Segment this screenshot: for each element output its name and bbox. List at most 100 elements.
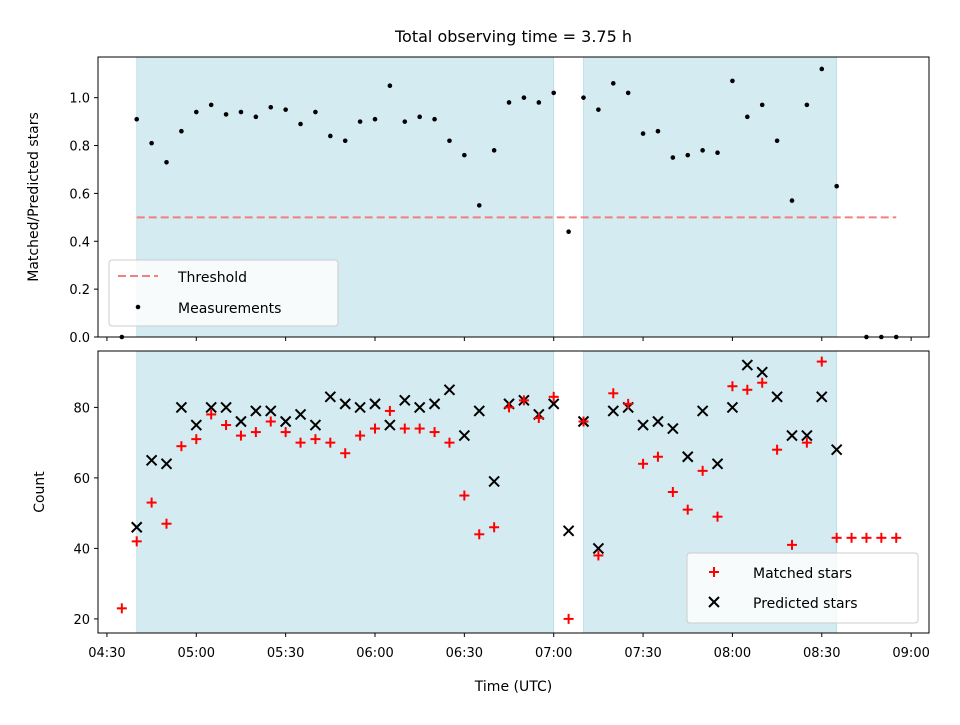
matched-star-marker xyxy=(265,416,276,427)
measurement-point xyxy=(566,229,571,235)
matched-star-marker xyxy=(712,511,723,522)
measurement-point xyxy=(819,66,825,72)
matched-star-marker xyxy=(652,451,663,462)
predicted-star-marker xyxy=(756,366,768,378)
measurement-point xyxy=(357,119,363,124)
measurement-point xyxy=(774,138,780,144)
measurement-point xyxy=(596,107,601,112)
bottom-legend-predicted-label: Predicted stars xyxy=(753,596,858,612)
measurement-point xyxy=(253,114,259,120)
matched-star-marker xyxy=(593,550,604,561)
matched-star-marker xyxy=(742,384,753,395)
measurement-point xyxy=(283,107,288,112)
y-tick-label: 60 xyxy=(73,472,90,487)
measurement-point xyxy=(372,116,378,122)
measurement-point xyxy=(640,131,646,136)
predicted-star-marker xyxy=(279,415,292,428)
measurement-point xyxy=(298,121,303,127)
predicted-star-marker xyxy=(801,429,813,442)
measurement-point xyxy=(730,78,735,84)
measurement-point xyxy=(581,95,586,100)
predicted-star-marker xyxy=(250,405,262,417)
matched-star-marker xyxy=(325,437,336,448)
measurement-point xyxy=(745,114,750,120)
matched-star-marker xyxy=(384,405,395,416)
y-tick-label: 0.4 xyxy=(69,235,90,250)
bottom-axes-frame xyxy=(97,350,930,634)
matched-star-marker xyxy=(578,416,589,427)
predicted-star-marker xyxy=(428,398,441,410)
measurement-point xyxy=(417,114,422,120)
measurement-point xyxy=(193,109,199,115)
bottom-legend-box xyxy=(686,552,919,624)
matched-star-marker xyxy=(280,427,291,438)
matched-star-marker xyxy=(131,536,142,547)
top-legend-measurements-swatch xyxy=(135,304,141,310)
matched-star-marker xyxy=(876,532,887,543)
top-y-ticks: 0.0 0.2 0.4 0.6 0.8 1.0 xyxy=(69,92,98,346)
measurement-point xyxy=(536,100,542,105)
bottom-legend-predicted-swatch xyxy=(708,596,720,608)
top-x-ticks xyxy=(106,337,912,341)
matched-star-marker xyxy=(697,465,708,476)
predicted-star-marker xyxy=(190,419,202,431)
predicted-star-marker xyxy=(458,429,471,442)
top-legend-box xyxy=(108,259,339,327)
x-tick-label: 05:00 xyxy=(178,646,215,661)
matched-star-marker xyxy=(727,381,738,392)
x-tick-label: 06:00 xyxy=(356,646,393,661)
measurement-point xyxy=(342,138,348,144)
matched-star-marker xyxy=(786,539,797,550)
predicted-star-marker xyxy=(548,398,560,410)
predicted-star-marker xyxy=(369,398,381,410)
measurement-point xyxy=(759,102,765,108)
x-tick-label: 04:30 xyxy=(88,646,125,661)
observing-window-shading-bottom xyxy=(136,350,838,634)
matched-star-marker xyxy=(146,497,157,508)
y-tick-label: 0.8 xyxy=(69,140,90,155)
predicted-star-marker xyxy=(294,408,307,421)
measurement-point xyxy=(655,128,661,134)
predicted-star-marker xyxy=(205,401,217,414)
matched-star-marker xyxy=(355,430,366,441)
predicted-star-marker xyxy=(160,458,173,470)
top-axes-frame xyxy=(97,56,930,338)
bottom-x-ticks: 04:30 05:00 05:30 06:00 06:30 07:00 07:30 08:00… xyxy=(88,633,930,661)
measurement-point xyxy=(789,198,795,203)
matched-star-marker xyxy=(518,395,529,406)
y-tick-label: 20 xyxy=(73,613,90,628)
predicted-star-marker xyxy=(652,415,664,428)
measurement-point xyxy=(447,138,452,144)
predicted-star-marker xyxy=(443,384,456,396)
predicted-star-marker xyxy=(413,401,426,414)
x-tick-label: 09:00 xyxy=(892,646,929,661)
matched-star-marker xyxy=(623,398,634,409)
matched-star-marker xyxy=(206,409,217,420)
matched-star-marker xyxy=(399,423,410,434)
matched-star-marker xyxy=(533,412,544,423)
matched-star-marker xyxy=(116,603,127,614)
predicted-star-marker xyxy=(131,521,143,533)
matched-star-marker xyxy=(801,437,812,448)
bottom-y-ticks: 20 40 60 80 xyxy=(73,401,98,628)
measurement-point xyxy=(610,81,616,86)
predicted-star-marker xyxy=(771,391,783,403)
measurement-point xyxy=(506,100,512,105)
matched-star-marker xyxy=(176,441,187,452)
measurement-point xyxy=(238,109,244,115)
predicted-star-marker xyxy=(324,391,337,403)
shaded-window-1 xyxy=(583,56,838,338)
measurement-point xyxy=(223,112,229,117)
chart-title: Total observing time = 3.75 h xyxy=(394,27,632,46)
predicted-star-marker xyxy=(786,429,798,442)
ratio-panel: 0.0 0.2 0.4 0.6 0.8 1.0 Matched/Predicted sta… xyxy=(26,56,930,346)
measurement-point xyxy=(432,116,437,122)
matched-star-marker xyxy=(638,458,649,469)
matched-star-marker xyxy=(221,420,232,431)
x-tick-label: 08:30 xyxy=(803,646,840,661)
y-tick-label: 0.6 xyxy=(69,187,90,202)
predicted-star-marker xyxy=(265,405,277,417)
matched-star-marker xyxy=(370,423,380,434)
measurement-point xyxy=(715,150,720,156)
